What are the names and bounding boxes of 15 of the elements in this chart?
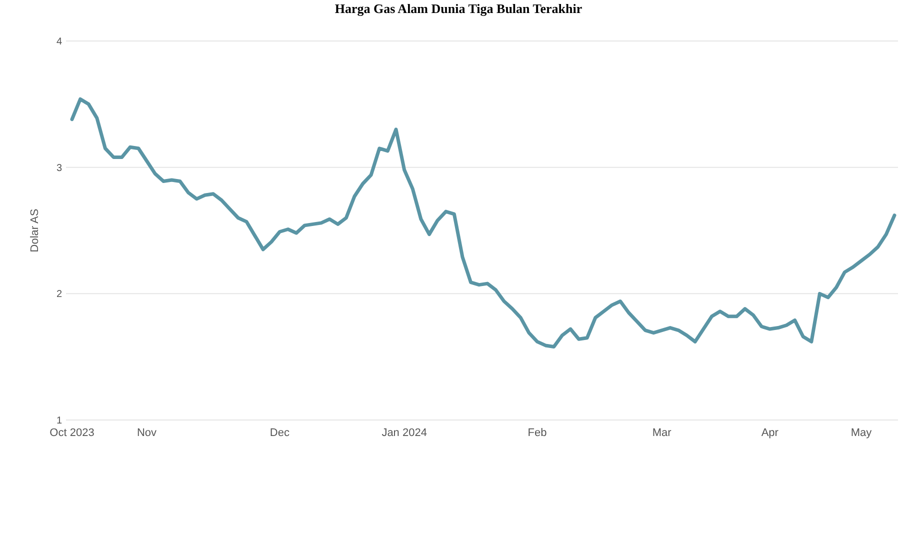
y-axis-title: Dolar AS (29, 208, 41, 252)
y-tick-label: 4 (56, 36, 62, 48)
x-tick-label: Jan 2024 (382, 427, 427, 439)
chart-title: Harga Gas Alam Dunia Tiga Bulan Terakhir (334, 1, 582, 16)
x-tick-label: Apr (761, 427, 779, 439)
line-series (70, 97, 896, 348)
y-tick-label: 2 (56, 289, 62, 300)
x-tick-label: Oct 2023 (50, 427, 94, 439)
y-tick-label: 1 (56, 416, 62, 426)
x-tick-label: Nov (136, 427, 158, 439)
y-tick-label: 3 (56, 162, 62, 174)
x-tick-label: Mar (652, 427, 672, 439)
x-tick-label: Feb (528, 427, 547, 439)
x-tick-label: Dec (270, 427, 290, 439)
x-tick-label: May (850, 427, 872, 439)
